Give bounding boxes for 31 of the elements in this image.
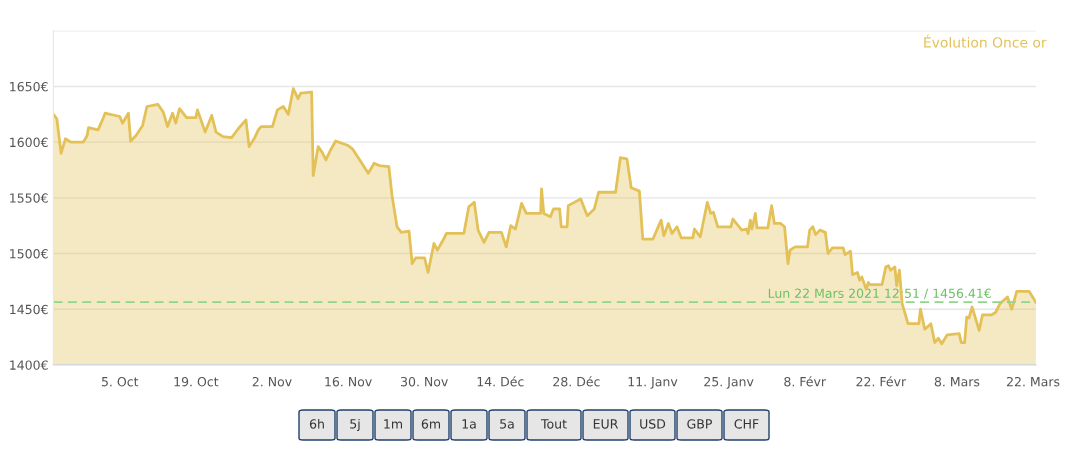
y-tick-label: 1450€: [10, 304, 48, 315]
x-tick-label: 22. Févr: [856, 376, 907, 387]
text: 5a: [500, 419, 514, 429]
y-tick-label: 1500€: [10, 248, 48, 259]
x-tick-label: 19. Oct: [174, 376, 219, 387]
y-tick-label: 1650€: [10, 81, 48, 92]
x-tick-label: 16. Nov: [325, 376, 372, 387]
x-tick-label: 5. Oct: [101, 376, 139, 387]
y-tick-label: 1400€: [10, 360, 48, 370]
x-tick-label: 14. Déc: [477, 376, 524, 387]
chart-title: Évolution Once or: [924, 34, 1047, 48]
text: 6h: [309, 418, 324, 429]
text: EUR: [593, 419, 619, 429]
text: Tout: [540, 419, 567, 429]
y-tick-label: 1550€: [10, 193, 48, 203]
x-tick-label: 2. Nov: [252, 376, 292, 387]
text: CHF: [734, 419, 759, 429]
text: 5j: [350, 418, 360, 432]
text: 6m: [421, 419, 440, 429]
text: 1m: [384, 419, 402, 429]
x-tick-label: 25. Janv: [704, 376, 754, 389]
text: 1a: [462, 419, 476, 429]
y-tick-label: 1600€: [10, 137, 48, 148]
x-tick-label: 11. Janv: [628, 377, 678, 389]
x-tick-label: 8. Févr: [784, 376, 827, 387]
x-tick-label: 8. Mars: [934, 376, 980, 387]
x-tick-label: 28. Déc: [553, 376, 600, 387]
x-tick-label: 22. Mars: [1006, 376, 1060, 387]
text: GBP: [687, 419, 712, 429]
x-tick-label: 30. Nov: [401, 376, 448, 387]
text: USD: [640, 419, 666, 429]
